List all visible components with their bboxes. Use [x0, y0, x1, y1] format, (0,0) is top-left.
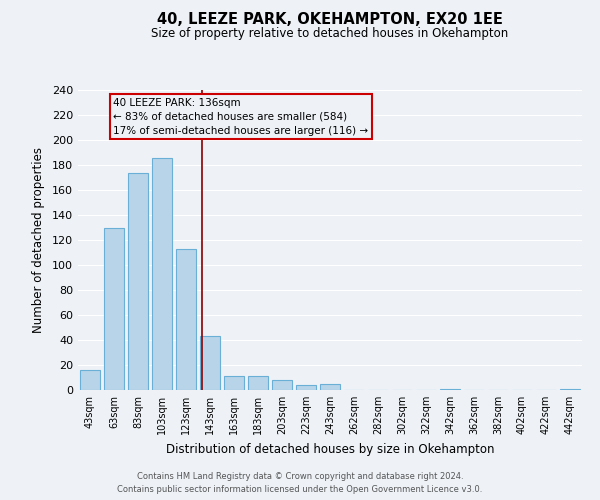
Text: 40, LEEZE PARK, OKEHAMPTON, EX20 1EE: 40, LEEZE PARK, OKEHAMPTON, EX20 1EE — [157, 12, 503, 28]
Bar — [128, 172, 148, 390]
Y-axis label: Number of detached properties: Number of detached properties — [32, 147, 45, 333]
Bar — [560, 389, 580, 390]
Bar — [296, 385, 316, 390]
Text: Contains public sector information licensed under the Open Government Licence v3: Contains public sector information licen… — [118, 485, 482, 494]
Bar — [224, 376, 244, 390]
Bar — [80, 370, 100, 390]
Text: Contains HM Land Registry data © Crown copyright and database right 2024.: Contains HM Land Registry data © Crown c… — [137, 472, 463, 481]
Bar — [248, 376, 268, 390]
Bar — [176, 248, 196, 390]
Bar — [104, 228, 124, 390]
Text: 40 LEEZE PARK: 136sqm
← 83% of detached houses are smaller (584)
17% of semi-det: 40 LEEZE PARK: 136sqm ← 83% of detached … — [113, 98, 368, 136]
Bar — [200, 336, 220, 390]
Bar — [320, 384, 340, 390]
Bar — [152, 158, 172, 390]
Bar — [440, 389, 460, 390]
Text: Size of property relative to detached houses in Okehampton: Size of property relative to detached ho… — [151, 28, 509, 40]
Bar — [272, 380, 292, 390]
X-axis label: Distribution of detached houses by size in Okehampton: Distribution of detached houses by size … — [166, 442, 494, 456]
